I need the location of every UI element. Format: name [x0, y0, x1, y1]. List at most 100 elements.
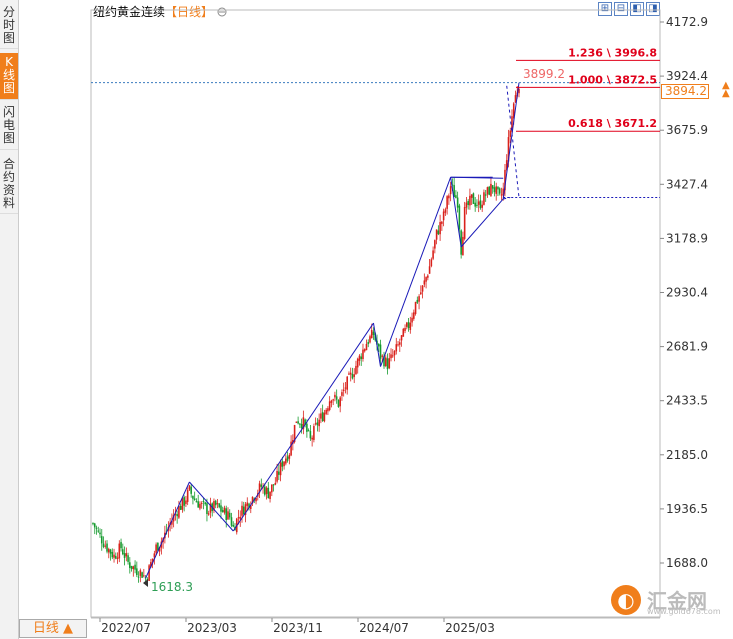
candle-body	[100, 536, 103, 544]
candle-body	[120, 542, 122, 549]
back-icon[interactable]: ◧	[630, 2, 644, 16]
candle-body	[193, 498, 196, 500]
gear-icon[interactable]	[217, 7, 227, 17]
candle-body	[418, 296, 420, 302]
tab-contract-info[interactable]: 合约资料	[0, 155, 18, 214]
candle-body	[93, 523, 96, 528]
y-tick-label: 2185.0	[666, 448, 708, 462]
candle-body	[470, 194, 473, 198]
candle-body	[505, 160, 508, 171]
tab-kline[interactable]: K线图	[0, 53, 18, 100]
candle-body	[309, 431, 312, 439]
candle-body	[239, 516, 242, 520]
instrument-name: 纽约黄金连续	[93, 5, 166, 19]
candle-body	[316, 422, 319, 426]
current-price-tag: 3894.2	[661, 84, 709, 99]
tab-flash[interactable]: 闪电图	[0, 103, 18, 150]
candle-body	[242, 506, 245, 515]
candle-body	[204, 502, 206, 505]
forward-icon[interactable]: ◨	[646, 2, 660, 16]
y-tick-label: 2433.5	[666, 394, 708, 408]
candle-body	[484, 194, 487, 196]
candle-body	[123, 553, 126, 558]
candle-body	[214, 500, 217, 506]
candle-body	[113, 554, 115, 558]
candle-body	[463, 206, 466, 239]
candle-body	[141, 572, 143, 578]
tab-label: 合约资料	[3, 157, 16, 210]
candle-body	[453, 185, 455, 198]
candle-body	[227, 511, 229, 520]
logo-icon: ◐	[611, 585, 641, 615]
candle-body	[183, 497, 185, 506]
zoom-out-icon[interactable]: ⊟	[614, 2, 628, 16]
candle-body	[491, 185, 494, 189]
high-price-label: 3899.2	[523, 67, 565, 81]
candle-body	[195, 501, 198, 503]
candle-body	[393, 350, 396, 356]
candle-body	[307, 430, 310, 432]
candle-body	[448, 195, 450, 199]
trend-line	[232, 322, 374, 532]
candle-body	[148, 565, 150, 581]
candle-body	[425, 277, 427, 282]
candle-body	[449, 186, 452, 195]
candle-body	[444, 209, 447, 213]
candle-body	[404, 327, 406, 331]
candle-body	[260, 484, 263, 487]
candle-body	[107, 548, 110, 553]
candle-body	[353, 374, 356, 377]
candle-body	[400, 335, 403, 341]
candle-body	[200, 502, 203, 504]
candle-body	[481, 204, 483, 208]
candle-body	[102, 543, 105, 547]
candle-body	[220, 505, 222, 512]
candle-body	[514, 95, 517, 103]
candle-body	[134, 564, 136, 570]
candle-body	[153, 553, 156, 558]
period-selector[interactable]: 日线 ▲	[19, 619, 87, 638]
wedge-line	[450, 176, 504, 179]
candle-body	[221, 510, 224, 513]
low-price-label: 1618.3	[151, 580, 193, 594]
candle-body	[265, 487, 268, 494]
candle-body	[397, 344, 399, 346]
candle-body	[181, 497, 184, 510]
candle-body	[441, 221, 443, 224]
candle-body	[472, 193, 475, 204]
candle-body	[321, 412, 324, 422]
tab-label: K线图	[3, 55, 16, 95]
candle-body	[244, 504, 247, 515]
x-tick-label: 2023/11	[273, 621, 323, 635]
brand-logo: ◐ 汇金网 www.gold678.com	[611, 585, 721, 617]
candle-body	[451, 184, 454, 186]
candle-body	[190, 486, 192, 494]
candle-body	[458, 205, 461, 230]
candle-body	[283, 461, 285, 467]
candle-body	[476, 204, 478, 206]
brand-url: www.gold678.com	[647, 607, 721, 616]
candle-body	[342, 389, 345, 392]
candle-body	[430, 259, 433, 267]
candle-body	[437, 230, 440, 235]
tab-timeshare[interactable]: 分时图	[0, 4, 18, 49]
candle-body	[479, 200, 482, 209]
candle-body	[225, 508, 228, 520]
candle-body	[377, 343, 380, 347]
candle-body	[246, 502, 249, 506]
candle-body	[348, 373, 350, 375]
candle-body	[264, 486, 266, 495]
candle-body	[407, 322, 410, 329]
zoom-in-icon[interactable]: ⊞	[598, 2, 612, 16]
period-label[interactable]: 【日线】	[165, 5, 214, 19]
candle-body	[477, 201, 480, 205]
candle-body	[139, 570, 142, 576]
candle-body	[202, 500, 205, 502]
candle-body	[498, 188, 501, 194]
candle-body	[341, 392, 343, 396]
chart-title: 纽约黄金连续【日线】	[93, 3, 227, 20]
candle-body	[370, 329, 373, 339]
y-tick-label: 3427.4	[666, 177, 708, 191]
candle-body	[274, 482, 277, 485]
